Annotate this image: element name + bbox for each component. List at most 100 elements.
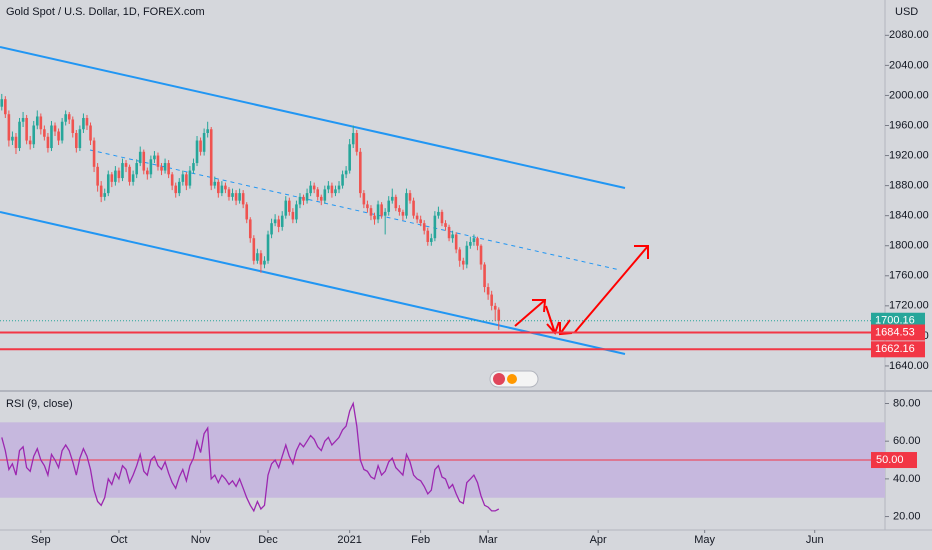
candle-body [302, 196, 305, 201]
candle-body [348, 144, 351, 171]
candle-body [245, 204, 249, 220]
candle-body [461, 260, 465, 265]
x-tick-label: Feb [411, 534, 430, 546]
level-box [871, 324, 925, 341]
x-tick-label: 2021 [337, 534, 361, 546]
candle-body [35, 116, 39, 126]
candle-body [96, 166, 99, 186]
candle-body [458, 249, 462, 261]
candle-body [401, 211, 405, 216]
candle-body [32, 125, 36, 145]
candle-body [277, 219, 280, 227]
candle-body [408, 193, 412, 201]
candle-body [142, 151, 146, 171]
candle-body [238, 193, 241, 201]
candle-body [369, 208, 373, 216]
candle-body [234, 193, 238, 201]
candle-body [383, 211, 387, 216]
candle-body [291, 211, 295, 220]
candle-body [433, 215, 437, 239]
candle-body [280, 215, 284, 227]
candle-body [440, 211, 444, 224]
rsi-mid-label: 50.00 [876, 454, 904, 466]
channel-mid [89, 149, 621, 271]
flag [507, 374, 517, 384]
candle-body [224, 185, 227, 190]
candle-body [231, 193, 234, 197]
candle-body [319, 196, 323, 201]
candle-body [419, 219, 422, 224]
x-tick-label: Jun [806, 534, 824, 546]
level-label: 1662.16 [875, 343, 915, 355]
rsi-line [1, 401, 500, 513]
candle-body [11, 136, 14, 141]
candle-body [248, 219, 252, 239]
currency: USD [895, 6, 918, 18]
candle-body [390, 196, 394, 201]
candle-body [202, 133, 206, 152]
candle-body [188, 170, 192, 186]
candle-body [21, 117, 25, 122]
candle-body [472, 238, 476, 242]
candle-body [376, 204, 380, 220]
channel-upper [0, 46, 626, 189]
candle-body [298, 196, 302, 205]
candle-body [192, 163, 195, 171]
rsi-y-tick-label: 40.00 [893, 473, 921, 485]
candle-body [50, 125, 53, 149]
candle-body [64, 114, 67, 122]
y-tick-label: 1720.00 [889, 300, 929, 312]
candle-body [444, 223, 447, 227]
candle-body [206, 129, 209, 134]
candle-body [25, 117, 28, 141]
candle-body [131, 174, 135, 182]
y-tick-label: 1920.00 [889, 149, 929, 161]
candle-body [344, 170, 348, 175]
rsi-y-tick-label: 20.00 [893, 510, 921, 522]
candle-body [124, 163, 128, 167]
candle-body [266, 234, 270, 261]
candle-body [167, 163, 170, 175]
candle-body [78, 129, 82, 149]
level-box [871, 341, 925, 358]
candle-body [362, 193, 366, 205]
y-tick-label: 2080.00 [889, 29, 929, 41]
candle-body [334, 189, 337, 194]
candle-body [117, 170, 121, 179]
rsi-y-tick-label: 60.00 [893, 435, 921, 447]
candle-body [259, 253, 263, 265]
candle-body [430, 238, 433, 242]
candle-body [85, 117, 89, 126]
candle-body [28, 140, 32, 145]
candle-body [106, 174, 110, 194]
candle-body [454, 234, 458, 250]
candle-body [330, 185, 334, 194]
candle-body [426, 230, 430, 242]
candle-body [483, 264, 486, 288]
x-tick-label: Dec [258, 534, 278, 546]
candle-body [497, 309, 501, 321]
candle-body [366, 204, 369, 209]
rsi-y-tick-label: 80.00 [893, 397, 921, 409]
y-tick-label: 1800.00 [889, 240, 929, 252]
candle-body [305, 193, 309, 201]
candle-body [14, 136, 18, 149]
candle-body [43, 129, 46, 137]
y-tick-label: 1960.00 [889, 119, 929, 131]
candle-body [199, 140, 202, 152]
candle-body [67, 114, 71, 120]
y-tick-label: 1840.00 [889, 210, 929, 222]
y-tick-label: 2040.00 [889, 59, 929, 71]
candle-body [312, 185, 316, 190]
candle-body [153, 155, 156, 160]
candle-body [227, 189, 231, 197]
candle-body [195, 140, 199, 164]
candle-body [295, 204, 298, 220]
candle-body [92, 140, 96, 167]
candle-body [114, 170, 117, 182]
candle-body [149, 159, 153, 175]
candle-body [75, 133, 78, 149]
rsi-mid-box [871, 452, 917, 469]
candle-body [412, 200, 415, 216]
